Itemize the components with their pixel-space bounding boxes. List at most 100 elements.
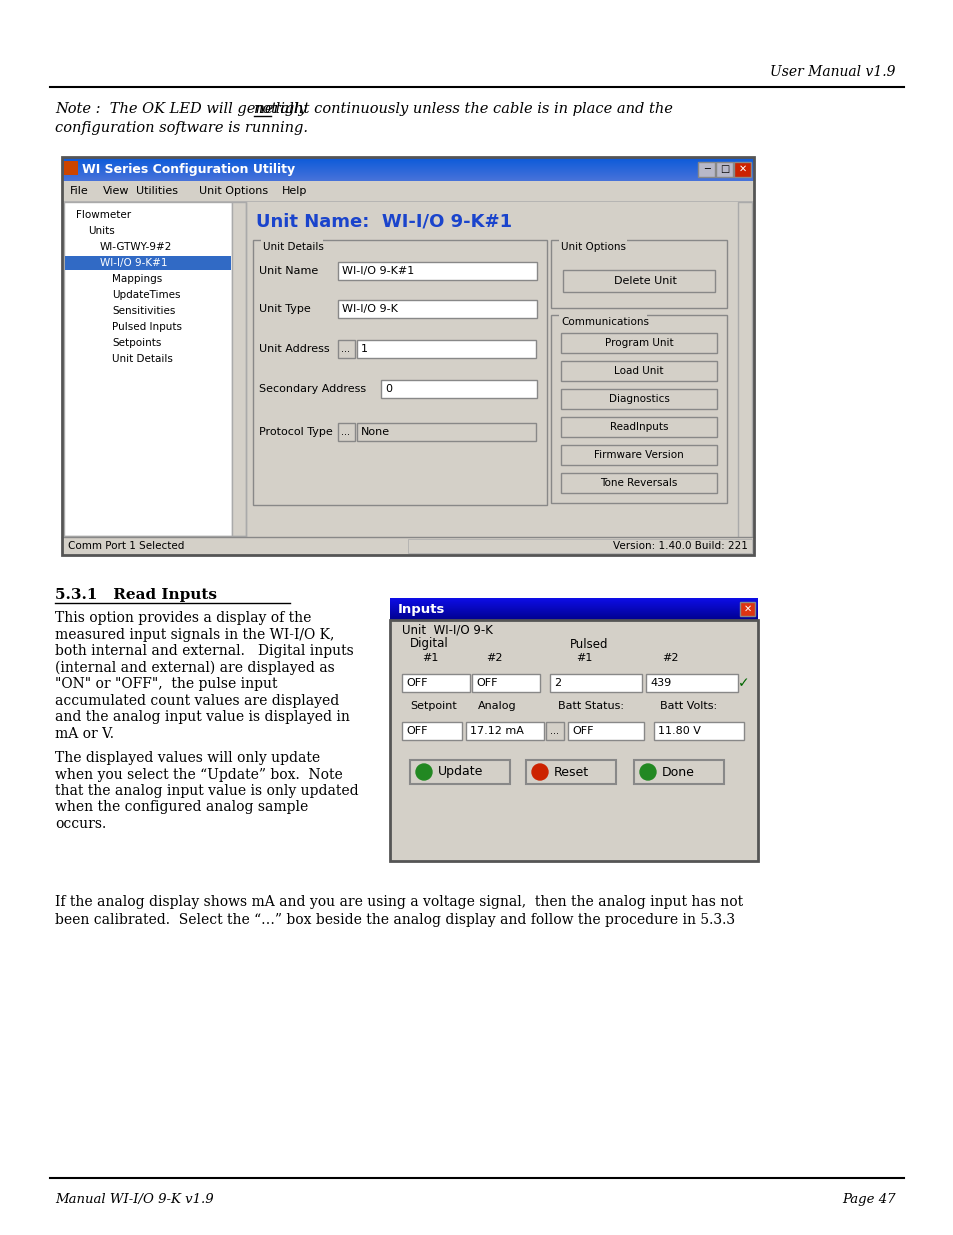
Bar (401, 722, 461, 740)
Text: Setpoints: Setpoints (112, 338, 161, 348)
Text: Unit Name: Unit Name (258, 266, 318, 275)
Text: If the analog display shows mA and you are using a voltage signal,  then the ana: If the analog display shows mA and you a… (55, 895, 742, 909)
Text: □: □ (720, 164, 729, 174)
Bar (545, 722, 563, 740)
Text: Unit Address: Unit Address (258, 345, 330, 354)
Bar (738, 203, 751, 550)
Text: Pulsed Inputs: Pulsed Inputs (112, 322, 182, 332)
Text: ✓: ✓ (738, 676, 749, 690)
Text: Unit Name:  WI-I/O 9-K#1: Unit Name: WI-I/O 9-K#1 (255, 212, 512, 231)
Text: ...: ... (550, 726, 558, 736)
Text: measured input signals in the WI-I/O K,: measured input signals in the WI-I/O K, (55, 627, 334, 641)
Text: ReadInputs: ReadInputs (609, 422, 667, 432)
Bar (401, 674, 470, 692)
Text: Utilities: Utilities (135, 186, 177, 196)
Bar (261, 236, 323, 248)
Text: 2: 2 (554, 678, 560, 688)
Text: #1: #1 (421, 653, 438, 663)
Bar (645, 674, 738, 692)
Text: OFF: OFF (406, 726, 427, 736)
Text: WI-I/O 9-K#1: WI-I/O 9-K#1 (341, 266, 414, 275)
Text: not: not (253, 103, 277, 116)
Bar (408, 538, 751, 553)
Bar (356, 340, 536, 358)
Text: The displayed values will only update: The displayed values will only update (55, 751, 320, 764)
Text: Help: Help (281, 186, 307, 196)
Text: File: File (70, 186, 89, 196)
Text: Batt Volts:: Batt Volts: (659, 701, 717, 711)
Text: Digital: Digital (410, 637, 448, 651)
Text: Sensitivities: Sensitivities (112, 306, 175, 316)
Text: WI-GTWY-9#2: WI-GTWY-9#2 (100, 242, 172, 252)
Bar (337, 340, 355, 358)
Bar (472, 674, 539, 692)
Bar (248, 203, 738, 550)
Text: #2: #2 (485, 653, 502, 663)
Text: Comm Port 1 Selected: Comm Port 1 Selected (68, 541, 184, 551)
Text: WI Series Configuration Utility: WI Series Configuration Utility (82, 163, 294, 175)
Text: User Manual v1.9: User Manual v1.9 (770, 65, 895, 79)
Text: #2: #2 (661, 653, 678, 663)
Text: Manual WI-I/O 9-K v1.9: Manual WI-I/O 9-K v1.9 (55, 1193, 213, 1207)
Bar (634, 760, 723, 784)
Bar (337, 300, 537, 317)
Text: Communications: Communications (560, 317, 648, 327)
Text: Unit  WI-I/O 9-K: Unit WI-I/O 9-K (401, 624, 493, 636)
Text: Unit Options: Unit Options (560, 242, 625, 252)
Text: Update: Update (437, 766, 483, 778)
Bar (390, 620, 758, 861)
Text: Pulsed: Pulsed (569, 637, 608, 651)
Text: when the configured analog sample: when the configured analog sample (55, 800, 308, 815)
Bar (551, 240, 726, 308)
Text: Unit Options: Unit Options (199, 186, 268, 196)
Bar (558, 236, 626, 248)
Text: ─: ─ (703, 164, 709, 174)
Bar (698, 162, 714, 177)
Text: Secondary Address: Secondary Address (258, 384, 366, 394)
Text: Unit Details: Unit Details (112, 354, 172, 364)
Text: This option provides a display of the: This option provides a display of the (55, 611, 311, 625)
Bar (337, 424, 355, 441)
Text: None: None (360, 427, 390, 437)
Bar (560, 333, 717, 353)
Text: 11.80 V: 11.80 V (658, 726, 700, 736)
Bar (654, 722, 743, 740)
Text: OFF: OFF (476, 678, 497, 688)
Bar (560, 445, 717, 466)
Bar (465, 722, 543, 740)
Text: ...: ... (341, 427, 350, 437)
Text: 17.12 mA: 17.12 mA (470, 726, 523, 736)
Bar (558, 311, 646, 324)
Text: 0: 0 (385, 384, 392, 394)
Text: both internal and external.   Digital inputs: both internal and external. Digital inpu… (55, 643, 354, 658)
Text: Program Unit: Program Unit (604, 338, 673, 348)
Text: 1: 1 (360, 345, 368, 354)
Text: ...: ... (341, 345, 350, 354)
Text: OFF: OFF (572, 726, 593, 736)
Text: mA or V.: mA or V. (55, 726, 113, 741)
Text: Protocol Type: Protocol Type (258, 427, 333, 437)
Text: ✕: ✕ (739, 164, 746, 174)
Text: OFF: OFF (406, 678, 427, 688)
Text: 5.3.1   Read Inputs: 5.3.1 Read Inputs (55, 588, 216, 601)
Bar (64, 161, 78, 175)
Bar (560, 361, 717, 382)
Text: Diagnostics: Diagnostics (608, 394, 669, 404)
Text: Reset: Reset (554, 766, 589, 778)
Text: Note :  The OK LED will generally: Note : The OK LED will generally (55, 103, 311, 116)
Circle shape (639, 764, 656, 781)
Text: Unit Type: Unit Type (258, 304, 311, 314)
Bar (551, 315, 726, 503)
Bar (550, 674, 641, 692)
Text: Inputs: Inputs (397, 603, 445, 615)
Bar (567, 722, 643, 740)
Text: and the analog input value is displayed in: and the analog input value is displayed … (55, 710, 350, 724)
Bar (560, 473, 717, 493)
Text: "ON" or "OFF",  the pulse input: "ON" or "OFF", the pulse input (55, 677, 277, 692)
Bar (65, 256, 231, 270)
Bar (560, 417, 717, 437)
Text: Version: 1.40.0 Build: 221: Version: 1.40.0 Build: 221 (613, 541, 747, 551)
Bar (62, 157, 753, 555)
Text: Tone Reversals: Tone Reversals (599, 478, 677, 488)
Bar (62, 182, 753, 537)
